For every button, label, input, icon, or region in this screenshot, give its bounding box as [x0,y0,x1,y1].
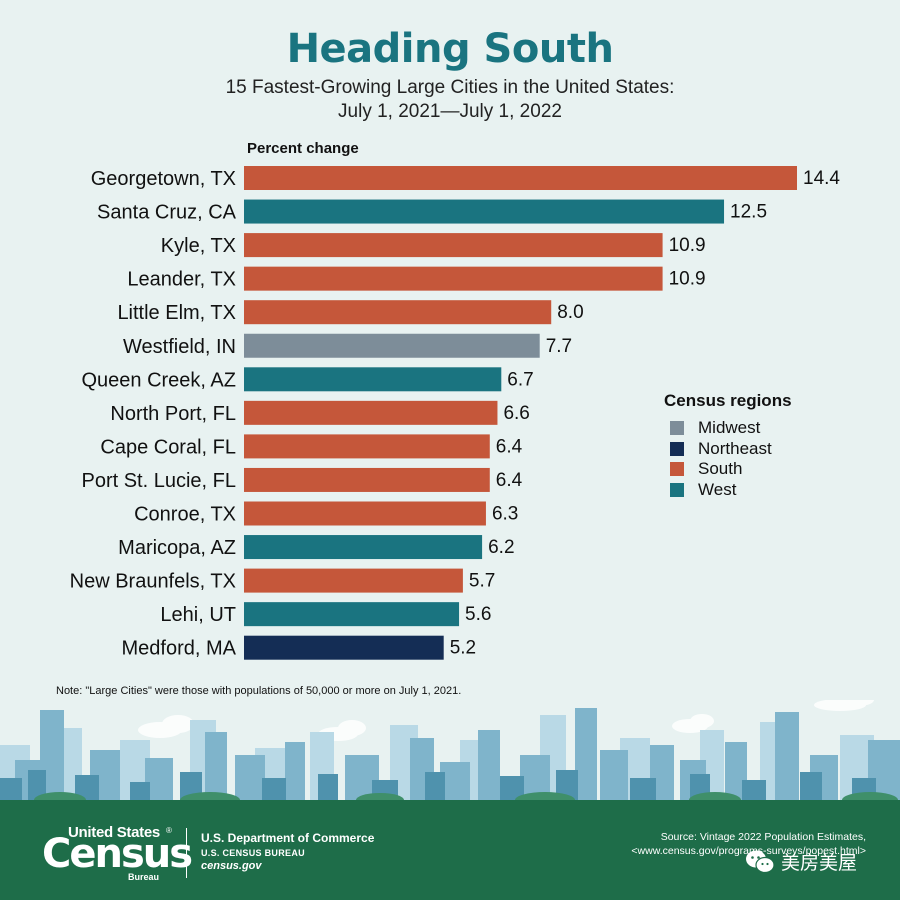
legend-label-west: West [698,479,737,499]
chart-title: Heading South [286,26,614,72]
category-label-port-st-lucie-fl: Port St. Lucie, FL [81,470,236,492]
legend: Midwest Northeast South West [670,418,772,500]
legend-label-midwest: Midwest [698,418,761,438]
legend-swatch-northeast [670,441,684,456]
value-label-santa-cruz-ca: 12.5 [730,202,767,223]
legend-label-northeast: Northeast [698,438,772,458]
legend-swatch-south [670,462,684,477]
bar-north-port-fl [244,400,498,425]
value-label-cape-coral-fl: 6.4 [496,436,523,457]
category-label-lehi-ut: Lehi, UT [160,604,236,626]
bar-little-elm-tx [244,300,552,325]
bar-cape-coral-fl [244,434,490,459]
value-label-maricopa-az: 6.2 [488,537,514,558]
census-logo-wordmark: Census [42,831,193,877]
value-label-lehi-ut: 5.6 [465,604,491,625]
value-label-north-port-fl: 6.6 [503,403,529,424]
legend-item-south: South [670,459,772,480]
value-label-queen-creek-az: 6.7 [507,369,533,390]
value-label-georgetown-tx: 14.4 [803,168,840,189]
legend-label-south: South [698,459,743,479]
bar-new-braunfels-tx [244,568,463,593]
category-label-little-elm-tx: Little Elm, TX [117,302,236,324]
x-axis-label: Percent change [247,140,359,157]
chat-bubble-icon [746,850,775,873]
category-label-new-braunfels-tx: New Braunfels, TX [70,571,236,593]
value-label-westfield-in: 7.7 [546,336,572,357]
bar-lehi-ut [244,602,460,627]
value-label-new-braunfels-tx: 5.7 [469,571,495,592]
watermark: 美房美屋 [745,848,857,875]
legend-item-west: West [670,480,772,501]
category-label-kyle-tx: Kyle, TX [161,235,236,257]
census-logo-top-text: United States [68,824,160,841]
value-label-little-elm-tx: 8.0 [557,302,583,323]
value-label-kyle-tx: 10.9 [669,235,706,256]
bar-chart: Georgetown, TX 14.4 Santa Cruz, CA 12.5 Kyle… [70,166,840,660]
category-label-westfield-in: Westfield, IN [123,336,236,358]
category-label-conroe-tx: Conroe, TX [134,504,236,526]
chart-subtitle-line1: 15 Fastest-Growing Large Cities in the U… [225,77,675,98]
value-label-medford-ma: 5.2 [450,638,476,659]
value-label-conroe-tx: 6.3 [492,504,518,525]
value-label-port-st-lucie-fl: 6.4 [496,470,523,491]
bureau-name: U.S. CENSUS BUREAU [201,848,305,858]
category-label-georgetown-tx: Georgetown, TX [91,168,236,190]
footer: United States ® Census Bureau U.S. Depar… [0,800,900,900]
bar-santa-cruz-ca [244,199,725,224]
city-skyline-illustration [0,700,900,802]
census-logo-registered-mark: ® [166,826,172,835]
census-logo-bureau-text: Bureau [128,872,160,882]
source-line-2[interactable]: <www.census.gov/programs-surveys/popest.… [631,845,866,857]
value-label-leander-tx: 10.9 [669,269,706,290]
department-name: U.S. Department of Commerce [201,831,375,845]
legend-title: Census regions [664,391,792,410]
category-label-medford-ma: Medford, MA [122,638,237,660]
bar-leander-tx [244,266,663,291]
category-label-queen-creek-az: Queen Creek, AZ [81,369,236,391]
footer-divider [186,828,187,878]
bar-conroe-tx [244,501,486,526]
legend-item-midwest: Midwest [670,418,772,439]
legend-swatch-midwest [670,421,684,436]
bar-kyle-tx [244,233,663,258]
category-label-cape-coral-fl: Cape Coral, FL [100,436,236,458]
category-label-leander-tx: Leander, TX [127,269,236,291]
legend-item-northeast: Northeast [670,439,772,460]
chart-subtitle-line2: July 1, 2021—July 1, 2022 [338,101,562,122]
bar-georgetown-tx [244,166,797,190]
legend-swatch-west [670,482,684,497]
category-label-north-port-fl: North Port, FL [110,403,236,425]
bar-queen-creek-az [244,367,502,392]
source-line-1: Source: Vintage 2022 Population Estimate… [660,831,866,843]
bar-port-st-lucie-fl [244,467,490,492]
website-link[interactable]: census.gov [201,860,262,872]
category-label-maricopa-az: Maricopa, AZ [118,537,236,559]
category-label-santa-cruz-ca: Santa Cruz, CA [97,202,237,224]
bar-westfield-in [244,333,540,358]
chart-note: Note: "Large Cities" were those with pop… [56,685,462,697]
bar-maricopa-az [244,535,483,560]
bar-medford-ma [244,635,444,660]
watermark-text: 美房美屋 [781,853,858,874]
